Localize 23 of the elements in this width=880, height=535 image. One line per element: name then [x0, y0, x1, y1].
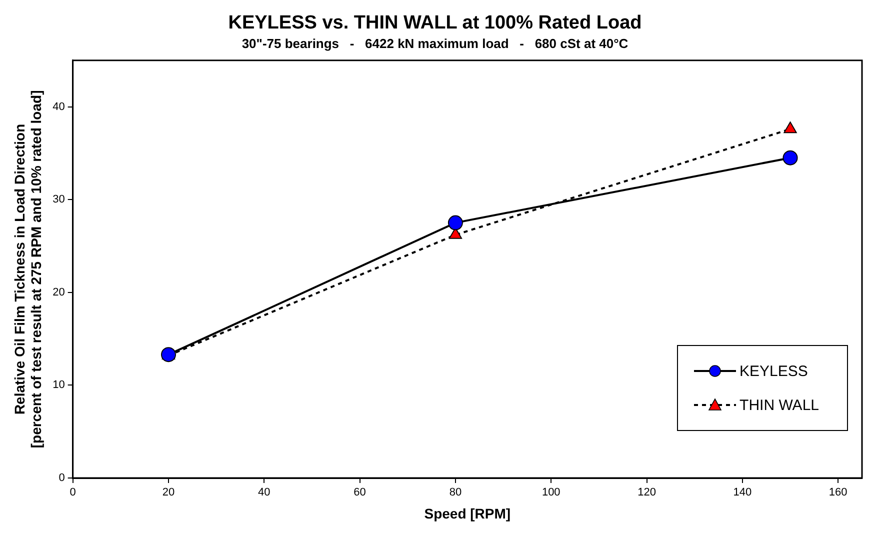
- chart-title: KEYLESS vs. THIN WALL at 100% Rated Load: [228, 12, 642, 34]
- legend-label: KEYLESS: [740, 362, 808, 380]
- x-tick-label: 60: [354, 486, 366, 499]
- point: [782, 150, 798, 166]
- x-tick-label: 20: [162, 486, 175, 499]
- y-tick-label: 40: [52, 100, 65, 113]
- point: [448, 215, 463, 230]
- x-axis-title: Speed [RPM]: [424, 505, 511, 522]
- chart-subtitle: 30"-75 bearings - 6422 kN maximum load - 680 cSt at 40°C: [242, 36, 629, 52]
- x-tick-label: 140: [733, 486, 752, 499]
- y-tick-label: 0: [58, 472, 65, 484]
- y-tick-label: 30: [52, 194, 65, 206]
- x-tick-label: 120: [638, 486, 656, 499]
- y-axis-title: Relative Oil Film Tickness in Load Direction [percent of test result at 275 RPM and 10% rated load]: [11, 90, 44, 448]
- legend-label: THIN WALL: [740, 396, 819, 414]
- y-tick-label: 20: [52, 286, 65, 298]
- y-tick-label: 10: [52, 379, 65, 392]
- x-tick-label: 80: [449, 486, 462, 499]
- point: [160, 347, 176, 362]
- x-tick-label: 0: [70, 486, 76, 499]
- x-tick-label: 100: [542, 486, 560, 499]
- x-tick-label: 160: [828, 486, 848, 499]
- x-tick-label: 40: [258, 486, 270, 499]
